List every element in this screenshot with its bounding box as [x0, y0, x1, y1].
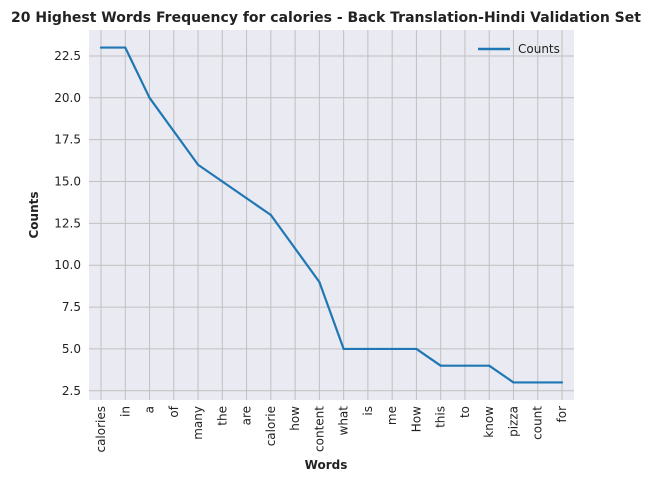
y-tick-label: 17.5	[54, 133, 81, 147]
y-tick-label: 2.5	[62, 384, 81, 398]
data-point	[294, 247, 297, 250]
data-point	[463, 364, 467, 367]
x-tick-label: How	[409, 406, 423, 432]
legend: Counts	[478, 42, 560, 56]
data-point	[415, 347, 418, 351]
x-axis-label: Words	[305, 458, 348, 472]
series-layer	[99, 46, 564, 384]
x-tick-label: know	[482, 406, 496, 438]
y-axis-label: Counts	[27, 191, 41, 238]
x-tick-label: what	[337, 406, 351, 436]
y-tick-label: 15.0	[54, 175, 81, 189]
data-point	[512, 381, 515, 384]
data-point	[245, 197, 248, 200]
x-tick-label: in	[118, 406, 132, 417]
y-tick-label: 12.5	[54, 216, 81, 230]
x-tick-label: many	[191, 406, 205, 440]
x-tick-label: pizza	[506, 406, 520, 437]
data-point	[99, 46, 103, 49]
data-point	[536, 381, 539, 384]
data-point	[488, 364, 491, 367]
x-tick-label: how	[288, 406, 302, 431]
x-tick-label: calorie	[264, 406, 278, 446]
data-point	[124, 46, 127, 49]
x-tick-label: calories	[94, 406, 108, 453]
data-point	[318, 280, 321, 284]
x-tick-label: this	[434, 406, 448, 428]
data-point	[269, 213, 272, 217]
data-point	[366, 347, 369, 351]
x-tick-label: content	[312, 406, 326, 452]
y-tick-label: 7.5	[62, 300, 81, 314]
x-tick-label: are	[240, 406, 254, 425]
x-tick-label: the	[215, 406, 229, 426]
x-tick-label: for	[555, 406, 569, 423]
x-tick-labels: calories in a of many the are calorie how content…	[94, 405, 569, 452]
y-tick-label: 22.5	[54, 49, 81, 63]
x-tick-label: count	[531, 406, 545, 440]
grid-lines	[89, 30, 574, 400]
data-point	[196, 163, 200, 166]
y-tick-labels: 2.5 5.0 7.5 10.0 12.5 15.0 17.5 20.0 22.5	[54, 49, 81, 398]
data-point	[342, 347, 345, 351]
x-tick-label: to	[458, 406, 472, 418]
data-point	[172, 130, 175, 133]
y-tick-label: 10.0	[54, 258, 81, 272]
y-tick-label: 20.0	[54, 91, 81, 105]
data-point	[439, 364, 442, 367]
y-tick-label: 5.0	[62, 342, 81, 356]
x-tick-label: is	[361, 406, 375, 416]
data-point	[221, 180, 224, 183]
x-tick-label: me	[385, 406, 399, 425]
data-point	[560, 381, 564, 384]
plot-area	[89, 30, 574, 400]
chart-title: 20 Highest Words Frequency for calories …	[11, 10, 641, 26]
series-line-counts	[101, 46, 562, 384]
data-point	[148, 96, 151, 99]
data-point	[391, 347, 394, 351]
x-tick-label: of	[167, 405, 181, 417]
x-tick-label: a	[143, 406, 157, 413]
legend-label: Counts	[518, 42, 560, 56]
